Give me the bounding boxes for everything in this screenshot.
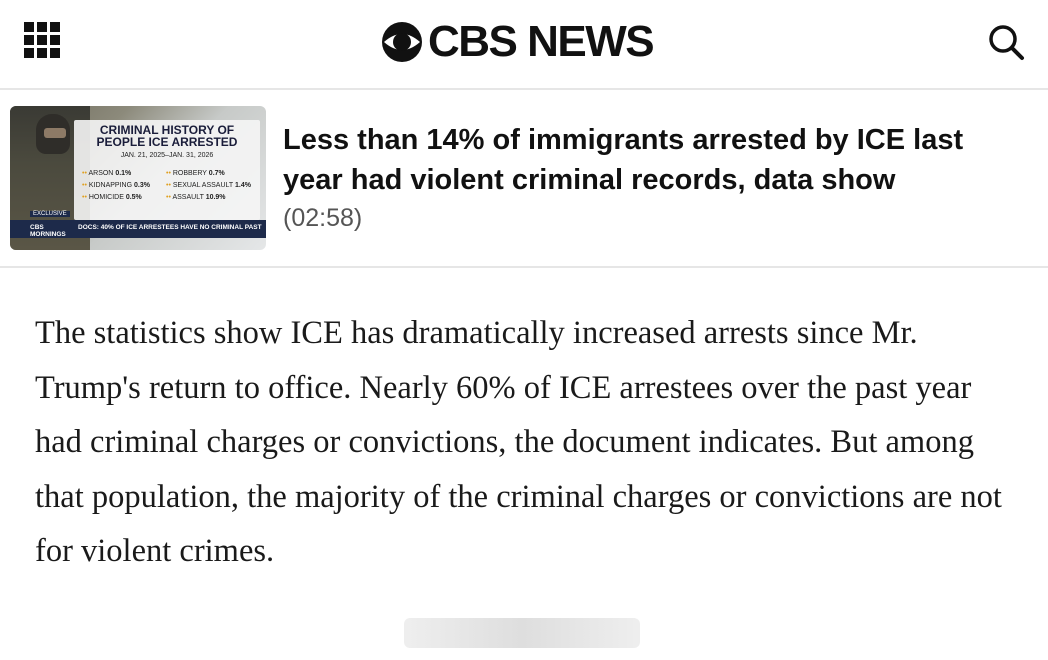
grid-menu-icon[interactable] <box>24 22 64 62</box>
thumbnail-stat: •• HOMICIDE 0.5% <box>82 194 142 201</box>
thumbnail-banner-text: DOCS: 40% OF ICE ARRESTEES HAVE NO CRIMI… <box>78 224 262 231</box>
site-header: CBS NEWS <box>0 0 1048 90</box>
thumbnail-dates: JAN. 21, 2025–JAN. 31, 2026 <box>120 152 214 159</box>
thumbnail-lower-third <box>10 220 266 238</box>
thumbnail-stats-panel: CRIMINAL HISTORY OF PEOPLE ICE ARRESTED … <box>74 120 260 220</box>
thumbnail-stat: •• KIDNAPPING 0.3% <box>82 182 150 189</box>
brand-name: CBS NEWS <box>428 17 655 66</box>
thumbnail-stat: •• ARSON 0.1% <box>82 170 132 177</box>
cbs-eye-icon <box>382 22 422 62</box>
video-card[interactable]: CRIMINAL HISTORY OF PEOPLE ICE ARRESTED … <box>0 90 1048 268</box>
exclusive-badge: EXCLUSIVE <box>30 211 70 217</box>
thumbnail-stat: •• ROBBERY 0.7% <box>166 170 225 177</box>
watermark <box>404 618 640 648</box>
cbs-news-logo[interactable]: CBS NEWS <box>380 16 655 68</box>
thumbnail-heading: CRIMINAL HISTORY OF PEOPLE ICE ARRESTED <box>96 123 238 149</box>
thumbnail-stat: •• SEXUAL ASSAULT 1.4% <box>166 182 251 189</box>
article-paragraph: The statistics show ICE has dramatically… <box>35 315 1002 569</box>
search-icon[interactable] <box>986 22 1026 62</box>
video-thumbnail[interactable]: CRIMINAL HISTORY OF PEOPLE ICE ARRESTED … <box>10 106 266 250</box>
show-name: CBS MORNINGS <box>30 224 66 238</box>
thumbnail-stat: •• ASSAULT 10.9% <box>166 194 226 201</box>
video-duration: (02:58) <box>283 204 363 232</box>
video-headline[interactable]: Less than 14% of immigrants arrested by … <box>283 124 964 196</box>
